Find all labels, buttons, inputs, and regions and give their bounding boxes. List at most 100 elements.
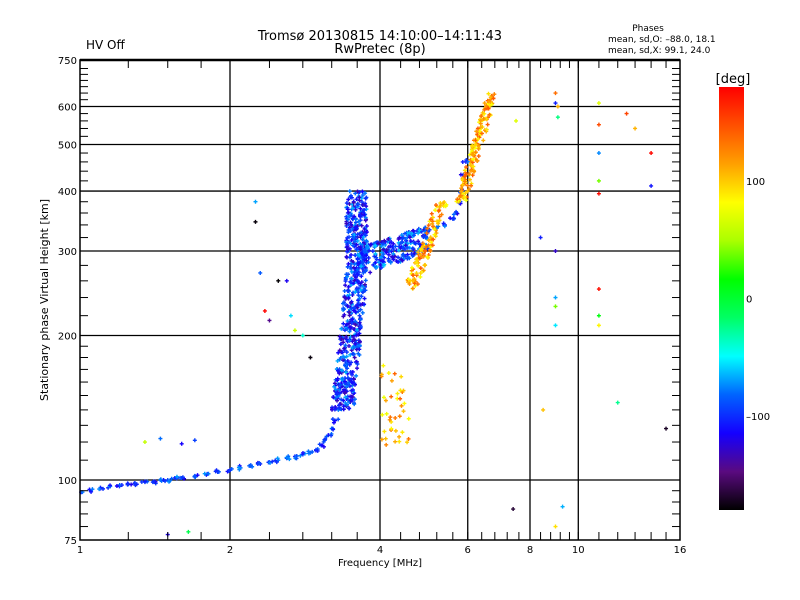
data-point [480,110,485,115]
data-point [308,355,313,360]
data-point [405,440,410,445]
data-point [428,235,433,240]
data-point [420,241,425,246]
data-point [615,400,620,405]
data-point [236,465,241,470]
data-point [142,440,147,445]
data-point [414,260,419,265]
data-point [469,183,474,188]
data-point [396,260,401,265]
data-point [287,457,292,462]
data-point [349,276,354,281]
colorbar-tick-labels: 100 0 –100 [746,177,770,423]
data-point [341,358,346,363]
data-point [400,430,405,435]
data-point [340,350,345,355]
data-point [344,354,349,359]
data-point [426,243,431,248]
data-point [353,191,358,196]
data-point [329,433,334,438]
data-point [633,126,638,131]
data-point [356,309,361,314]
data-point [342,379,347,384]
data-point [454,199,459,204]
data-point [402,401,407,406]
data-point [401,409,406,414]
axis-ticks [80,60,680,540]
data-point [345,366,350,371]
data-point [284,455,289,460]
data-point [354,287,359,292]
data-point [345,235,350,240]
data-point [418,271,423,276]
data-point [374,255,379,260]
data-point [350,397,355,402]
data-point [357,320,362,325]
data-point [472,169,477,174]
data-point [300,450,305,455]
data-point [344,350,349,355]
data-point [359,223,364,228]
data-point [407,230,412,235]
x-tick-label: 1 [77,545,83,556]
data-point [417,256,422,261]
data-point [89,489,94,494]
data-point [347,338,352,343]
data-point [351,200,356,205]
data-point [378,255,383,260]
data-point [361,240,366,245]
data-point [320,443,325,448]
data-point [485,122,490,127]
data-point [360,193,365,198]
colorbar-tick-label: 100 [746,177,765,188]
data-point [310,449,315,454]
y-axis-label: Stationary phase Virtual Height [km] [38,199,51,401]
data-point [473,142,478,147]
data-point [553,91,558,96]
data-point [479,114,484,119]
data-point [408,239,413,244]
data-point [90,487,95,492]
data-point [389,240,394,245]
data-point [418,266,423,271]
data-point [624,111,629,116]
colorbar-tick-label: 0 [746,295,752,306]
data-point [378,262,383,267]
data-point [409,265,414,270]
data-point [392,371,397,376]
data-point [262,308,267,313]
data-point [425,254,430,259]
data-point [202,471,207,476]
data-point [429,211,434,216]
data-point [352,305,357,310]
data-point [355,267,360,272]
data-point [553,323,558,328]
data-point [351,327,356,332]
data-point [351,290,356,295]
data-point [338,342,343,347]
data-point [350,387,355,392]
data-point [421,254,426,259]
x-axis-label: Frequency [MHz] [338,558,422,569]
data-point [337,387,342,392]
data-point [352,239,357,244]
data-point [400,240,405,245]
data-point [348,300,353,305]
data-point [358,287,363,292]
data-point [412,240,417,245]
data-point [358,213,363,218]
stats-o-mode: mean, sd,O: –88.0, 18.1 [608,35,716,45]
data-point [463,191,468,196]
y-tick-label: 100 [58,476,77,487]
data-point [467,177,472,182]
data-point [349,380,354,385]
data-point [465,189,470,194]
data-point [472,146,477,151]
data-point [412,277,417,282]
data-point [353,319,358,324]
data-point [356,202,361,207]
data-point [386,236,391,241]
data-point [362,207,367,212]
data-point [460,177,465,182]
data-point [336,417,341,422]
